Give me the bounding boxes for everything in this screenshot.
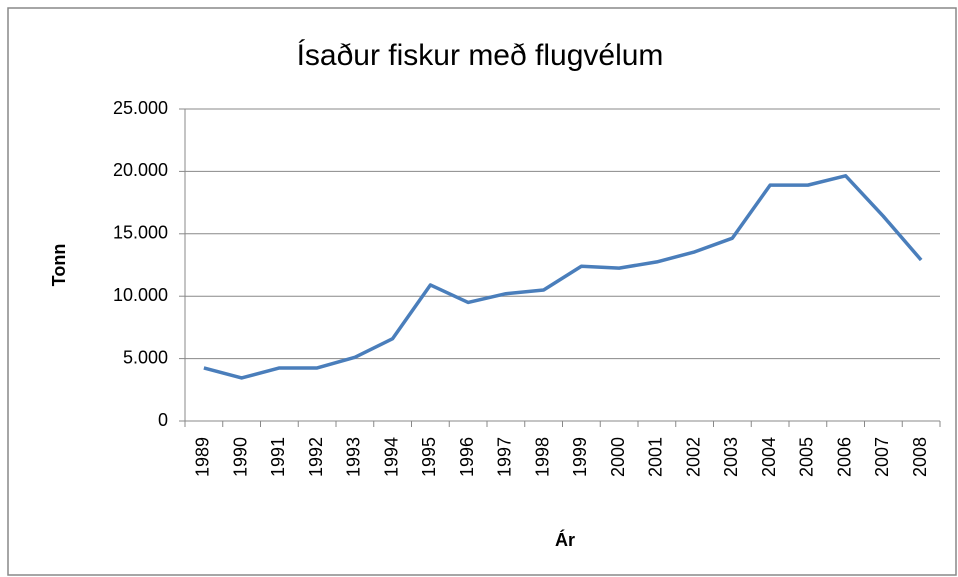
x-tick-label: 1989: [193, 437, 213, 477]
x-tick-label: 2001: [646, 437, 666, 477]
x-tick-label: 2005: [797, 437, 817, 477]
y-tick-label: 0: [158, 410, 168, 430]
x-tick-label: 2008: [910, 437, 930, 477]
x-tick-label: 2007: [872, 437, 892, 477]
y-tick-label: 20.000: [113, 160, 168, 180]
x-tick-label: 1996: [457, 437, 477, 477]
x-tick-label: 1990: [230, 437, 250, 477]
x-tick-label: 1992: [306, 437, 326, 477]
x-tick-label: 1999: [570, 437, 590, 477]
y-tick-label: 25.000: [113, 98, 168, 118]
x-tick-label: 2004: [759, 437, 779, 477]
x-tick-label: 2000: [608, 437, 628, 477]
x-tick-label: 1993: [344, 437, 364, 477]
chart-frame: [7, 7, 957, 576]
x-tick-label: 1994: [381, 437, 401, 477]
y-tick-label: 15.000: [113, 223, 168, 243]
x-tick-label: 2003: [721, 437, 741, 477]
x-tick-label: 2006: [834, 437, 854, 477]
chart-title: Ísaður fiskur með flugvélum: [297, 39, 664, 72]
x-tick-label: 1998: [532, 437, 552, 477]
data-line: [203, 174, 923, 380]
x-axis-label: Ár: [555, 529, 575, 550]
y-tick-label: 5.000: [123, 347, 168, 367]
x-tick-label: 2002: [683, 437, 703, 477]
x-tick-label: 1995: [419, 437, 439, 477]
y-tick-label: 10.000: [113, 285, 168, 305]
x-tick-label: 1991: [268, 437, 288, 477]
y-axis-label: Tonn: [49, 244, 69, 287]
x-tick-label: 1997: [495, 437, 515, 477]
